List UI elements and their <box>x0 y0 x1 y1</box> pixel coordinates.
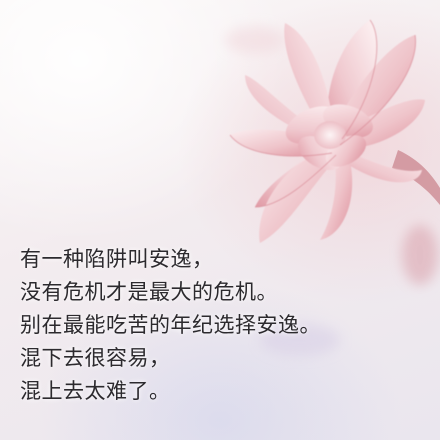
bokeh-group <box>225 26 438 356</box>
quote-line-3: 别在最能吃苦的年纪选择安逸。 <box>20 313 321 337</box>
quote-line-4: 混下去很容易， <box>20 346 171 370</box>
quote-line-2: 没有危机才是最大的危机。 <box>20 280 278 304</box>
rosette <box>229 19 425 243</box>
quote-text: 有一种陷阱叫安逸， 没有危机才是最大的危机。 别在最能吃苦的年纪选择安逸。 混下… <box>20 243 436 408</box>
quote-line-1: 有一种陷阱叫安逸， <box>20 247 214 271</box>
quote-line-5: 混上去太难了。 <box>20 379 171 403</box>
